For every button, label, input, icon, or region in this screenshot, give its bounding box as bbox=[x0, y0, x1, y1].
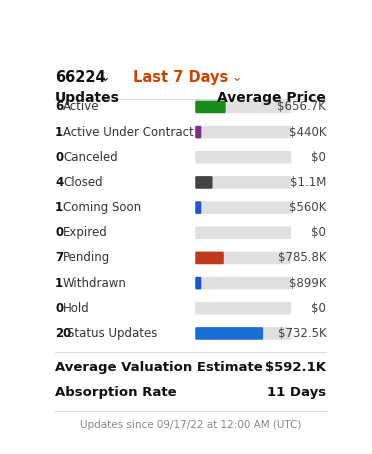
FancyBboxPatch shape bbox=[195, 101, 291, 113]
FancyBboxPatch shape bbox=[195, 126, 291, 138]
Text: Coming Soon: Coming Soon bbox=[63, 201, 141, 214]
FancyBboxPatch shape bbox=[195, 201, 201, 214]
Text: Updates: Updates bbox=[55, 91, 120, 105]
Text: $732.5K: $732.5K bbox=[278, 327, 326, 340]
FancyBboxPatch shape bbox=[195, 151, 291, 163]
FancyBboxPatch shape bbox=[195, 176, 212, 189]
Text: 1: 1 bbox=[55, 126, 63, 138]
FancyBboxPatch shape bbox=[195, 277, 201, 289]
Text: Status Updates: Status Updates bbox=[67, 327, 157, 340]
Text: Withdrawn: Withdrawn bbox=[63, 276, 127, 290]
Text: ⌄: ⌄ bbox=[231, 71, 241, 84]
FancyBboxPatch shape bbox=[195, 327, 291, 340]
Text: $656.7K: $656.7K bbox=[278, 100, 326, 114]
Text: Expired: Expired bbox=[63, 226, 108, 239]
Text: $440K: $440K bbox=[289, 126, 326, 138]
Text: 66224: 66224 bbox=[55, 70, 106, 85]
Text: Last 7 Days: Last 7 Days bbox=[133, 70, 228, 85]
Text: 7: 7 bbox=[55, 252, 63, 264]
Text: $0: $0 bbox=[311, 302, 326, 315]
Text: $560K: $560K bbox=[289, 201, 326, 214]
Text: Canceled: Canceled bbox=[63, 151, 118, 164]
Text: Average Price: Average Price bbox=[217, 91, 326, 105]
Text: $1.1M: $1.1M bbox=[290, 176, 326, 189]
FancyBboxPatch shape bbox=[195, 176, 291, 189]
Text: Closed: Closed bbox=[63, 176, 103, 189]
Text: 11 Days: 11 Days bbox=[267, 386, 326, 399]
FancyBboxPatch shape bbox=[195, 252, 291, 264]
Text: Pending: Pending bbox=[63, 252, 110, 264]
Text: $899K: $899K bbox=[289, 276, 326, 290]
Text: $592.1K: $592.1K bbox=[265, 360, 326, 374]
Text: 0: 0 bbox=[55, 302, 63, 315]
FancyBboxPatch shape bbox=[195, 302, 291, 315]
Text: 1: 1 bbox=[55, 276, 63, 290]
Text: $0: $0 bbox=[311, 151, 326, 164]
Text: Active Under Contract: Active Under Contract bbox=[63, 126, 194, 138]
Text: Average Valuation Estimate: Average Valuation Estimate bbox=[55, 360, 263, 374]
Text: $785.8K: $785.8K bbox=[278, 252, 326, 264]
Text: Active: Active bbox=[63, 100, 99, 114]
Text: 1: 1 bbox=[55, 201, 63, 214]
FancyBboxPatch shape bbox=[195, 252, 224, 264]
FancyBboxPatch shape bbox=[195, 201, 291, 214]
FancyBboxPatch shape bbox=[195, 101, 226, 113]
Text: Absorption Rate: Absorption Rate bbox=[55, 386, 177, 399]
FancyBboxPatch shape bbox=[195, 277, 291, 289]
Text: ⌄: ⌄ bbox=[100, 71, 110, 84]
FancyBboxPatch shape bbox=[195, 126, 201, 138]
Text: Hold: Hold bbox=[63, 302, 90, 315]
Text: 0: 0 bbox=[55, 151, 63, 164]
Text: 0: 0 bbox=[55, 226, 63, 239]
Text: 20: 20 bbox=[55, 327, 71, 340]
Text: 4: 4 bbox=[55, 176, 63, 189]
Text: 6: 6 bbox=[55, 100, 63, 114]
Text: Updates since 09/17/22 at 12:00 AM (UTC): Updates since 09/17/22 at 12:00 AM (UTC) bbox=[80, 420, 301, 430]
FancyBboxPatch shape bbox=[195, 327, 263, 340]
FancyBboxPatch shape bbox=[195, 227, 291, 239]
Text: $0: $0 bbox=[311, 226, 326, 239]
